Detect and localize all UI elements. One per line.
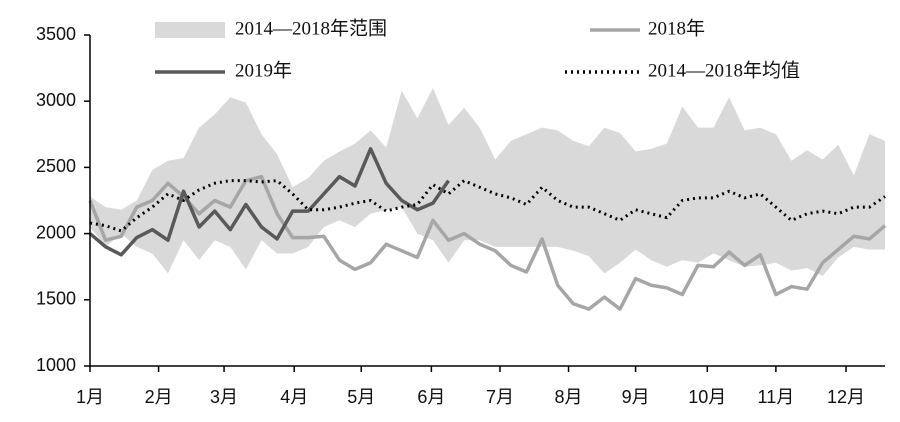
x-tick-label: 1月 [76,387,104,407]
x-tick-label: 6月 [417,387,445,407]
x-tick-label: 3月 [210,387,238,407]
x-tick-label: 10月 [688,387,726,407]
series-line [88,147,450,257]
x-tick-label: 2月 [145,387,173,407]
legend-swatch [155,22,225,38]
legend-label: 2019年 [235,59,292,81]
x-tick-label: 4月 [280,387,308,407]
y-tick-label: 2000 [36,222,76,242]
y-tick-label: 2500 [36,156,76,176]
legend-label: 2014—2018年均值 [648,59,800,81]
y-tick-label: 1000 [36,355,76,375]
legend-label: 2014—2018年范围 [235,17,387,39]
x-tick-label: 5月 [347,387,375,407]
y-tick-label: 3000 [36,90,76,110]
x-tick-label: 8月 [555,387,583,407]
x-tick-label: 7月 [486,387,514,407]
legend-label: 2018年 [648,17,705,39]
x-tick-label: 11月 [758,387,795,407]
x-tick-label: 12月 [827,387,865,407]
y-tick-label: 1500 [36,289,76,309]
series-line [88,174,887,311]
x-tick-label: 9月 [622,387,650,407]
y-tick-label: 3500 [36,24,76,44]
